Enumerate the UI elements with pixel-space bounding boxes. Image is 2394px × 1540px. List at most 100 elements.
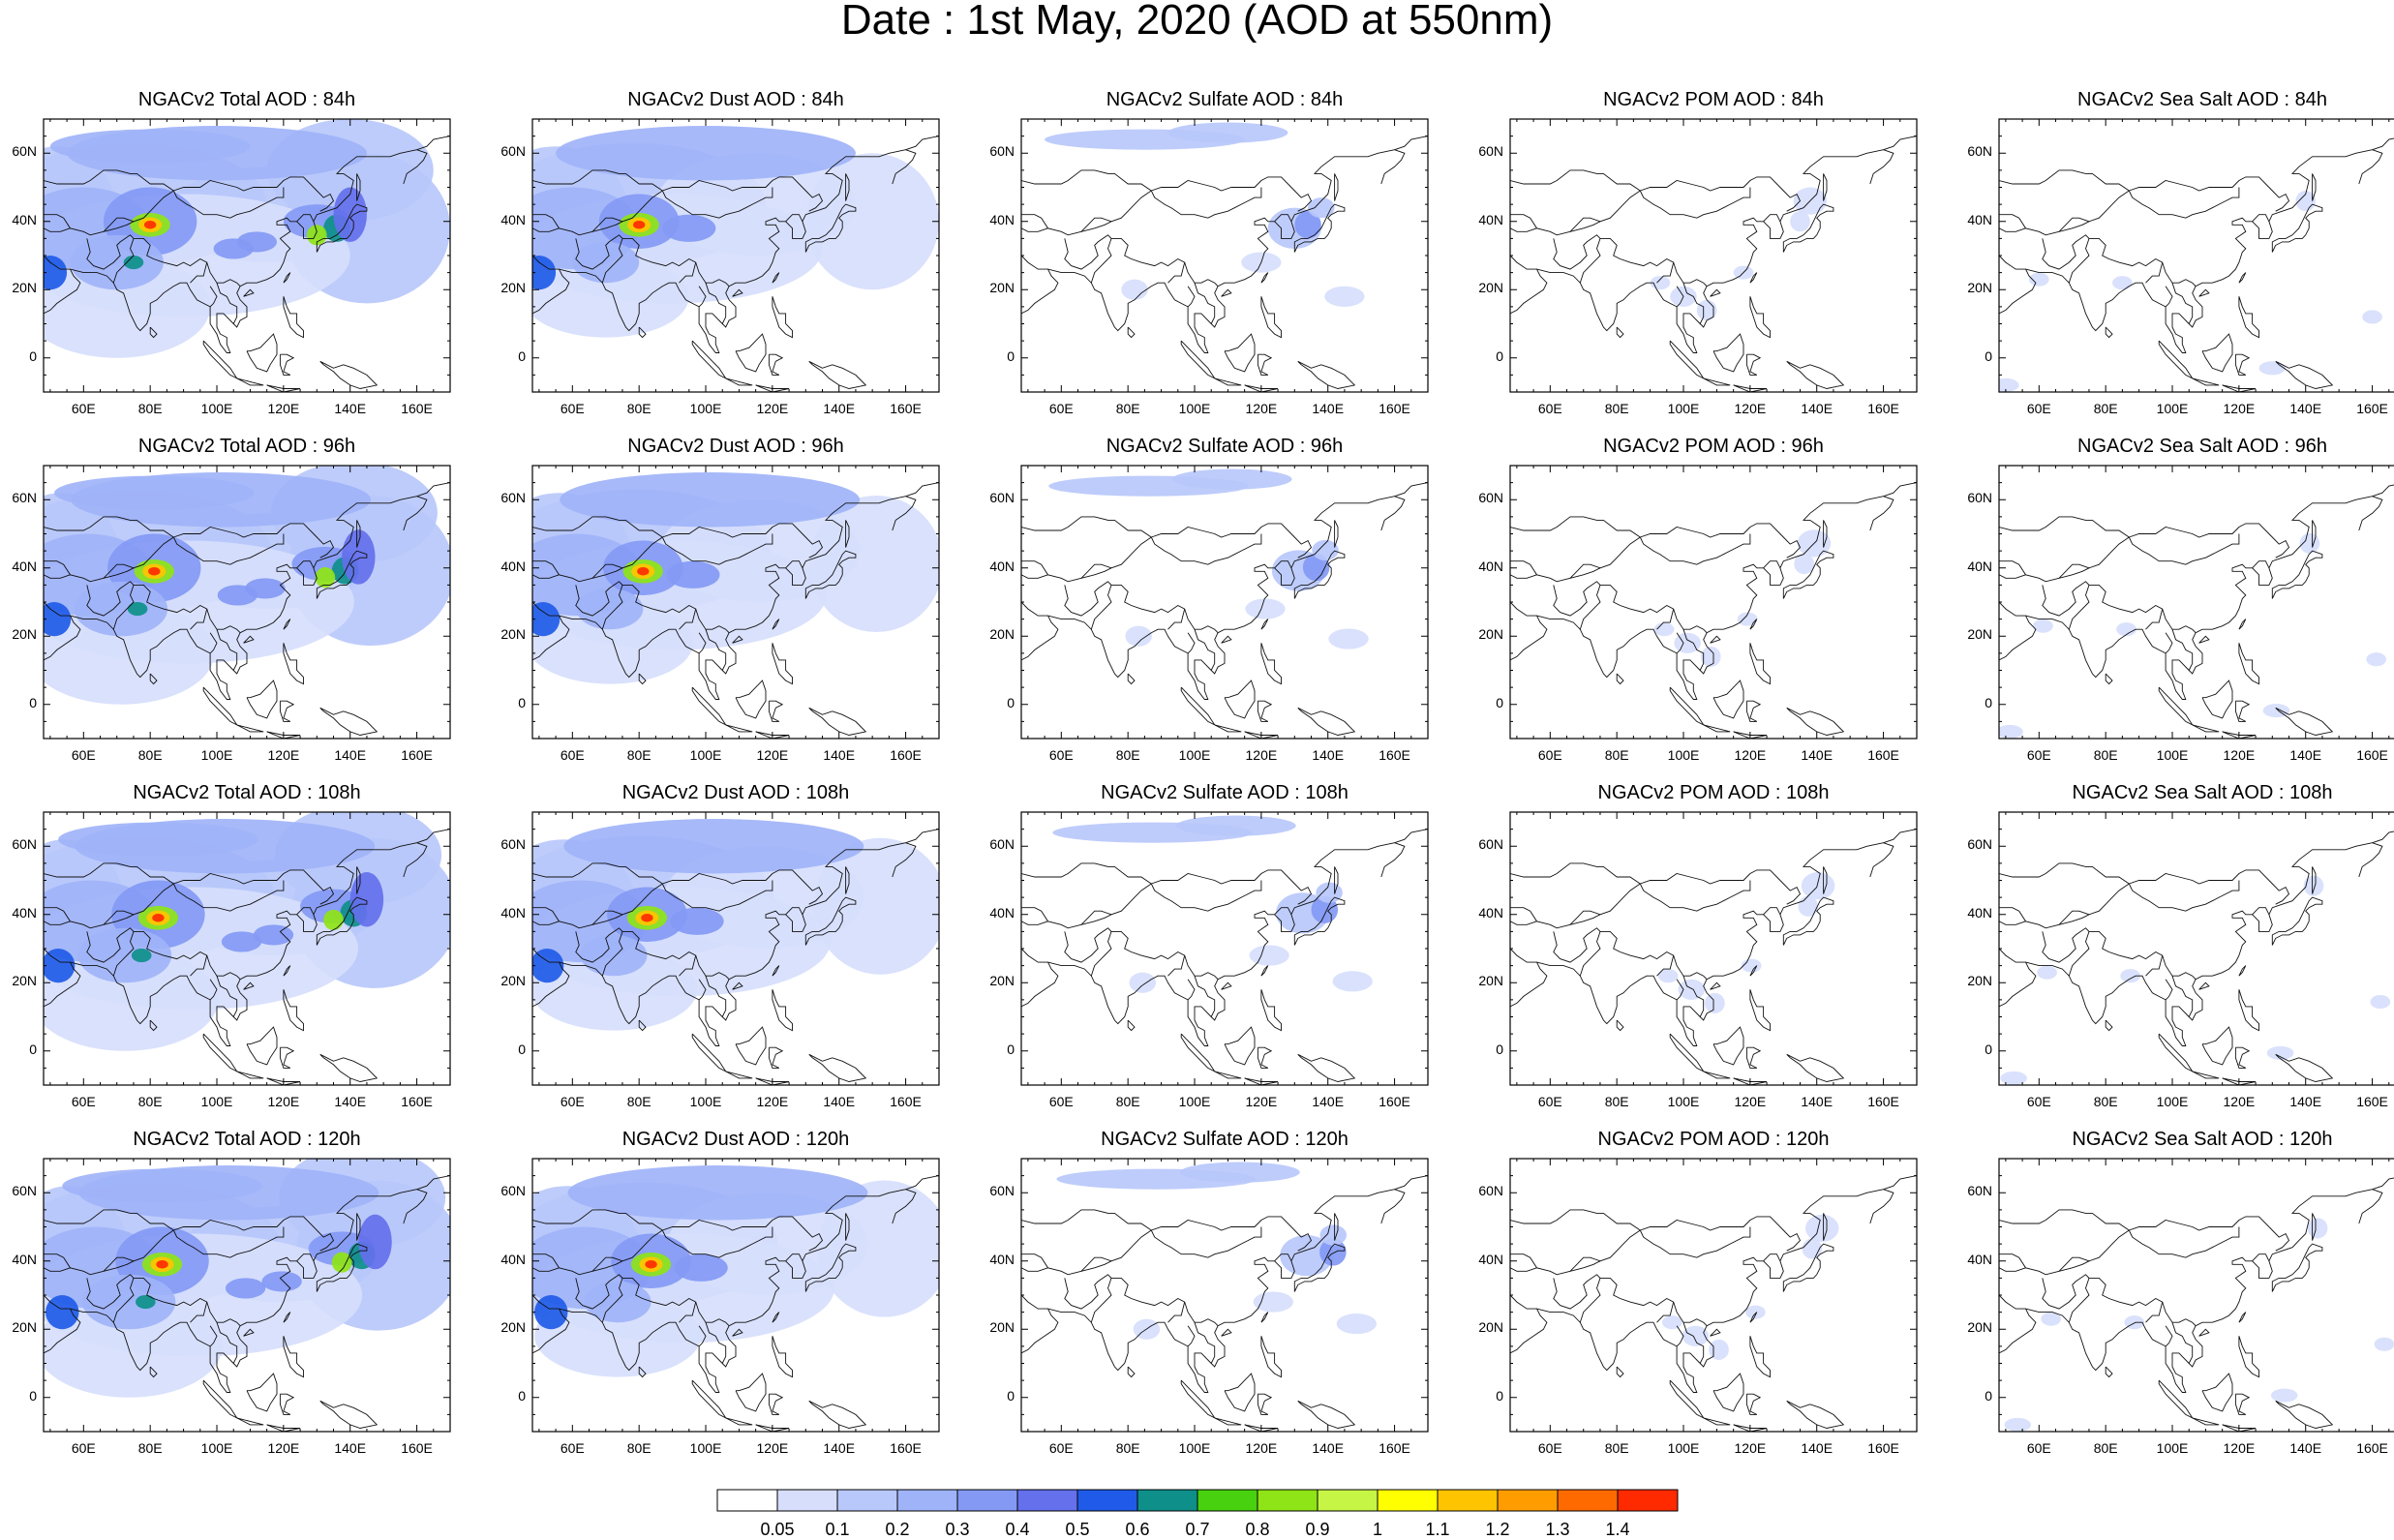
aod-field-cell xyxy=(1653,622,1675,637)
aod-map xyxy=(43,118,451,393)
colorbar-tick-label: 0.05 xyxy=(760,1520,795,1539)
coastline-layer xyxy=(1510,136,1917,392)
map-panel-sulfate-108h: NGACv2 Sulfate AOD : 108h 60N 40N 20N 0 60E 80… xyxy=(978,782,1462,1121)
longitude-tick-label: 160E xyxy=(1379,1440,1410,1456)
latitude-tick-label: 60N xyxy=(12,143,37,160)
colorbar-swatch xyxy=(896,1489,958,1512)
map-panel-sulfate-96h: NGACv2 Sulfate AOD : 96h 60N 40N 20N 0 60E 80E… xyxy=(978,436,1462,774)
longitude-tick-label: 80E xyxy=(1115,1440,1140,1456)
colorbar-swatch xyxy=(836,1489,898,1512)
panel-title: NGACv2 Total AOD : 84h xyxy=(137,89,356,110)
longitude-tick-label: 60E xyxy=(1048,1094,1074,1109)
latitude-tick-label: 60N xyxy=(989,143,1015,160)
latitude-tick-label: 20N xyxy=(1967,626,1992,643)
longitude-tick-label: 80E xyxy=(2093,747,2118,763)
latitude-tick-label: 20N xyxy=(1478,1319,1503,1336)
aod-field-cell xyxy=(81,1274,176,1330)
coastline-layer xyxy=(1021,482,1428,739)
longitude-tick-label: 100E xyxy=(1178,1094,1211,1109)
latitude-tick-label: 40N xyxy=(989,904,1015,921)
panel-title: NGACv2 POM AOD : 120h xyxy=(1597,1129,1830,1150)
longitude-tick-label: 120E xyxy=(1245,747,1278,763)
aod-field-cell xyxy=(2266,1045,2294,1060)
coastline-layer xyxy=(1999,137,2394,392)
aod-field-cell xyxy=(637,567,650,576)
latitude-tick-label: 0 xyxy=(1985,1041,1992,1057)
longitude-tick-label: 160E xyxy=(401,1440,433,1456)
latitude-tick-label: 20N xyxy=(12,973,37,989)
aod-field-cell xyxy=(1121,279,1148,300)
map-panel-sulfate-120h: NGACv2 Sulfate AOD : 120h 60N 40N 20N 0 60E 80… xyxy=(978,1129,1462,1467)
longitude-tick-label: 80E xyxy=(626,1440,652,1456)
aod-field-cell xyxy=(2270,1388,2298,1403)
aod-field-cell xyxy=(532,602,693,684)
colorbar-tick-label: 0.1 xyxy=(825,1520,850,1539)
longitude-tick-label: 120E xyxy=(1734,401,1767,416)
latitude-tick-label: 40N xyxy=(1967,211,1992,227)
longitude-tick-label: 100E xyxy=(689,401,722,416)
latitude-tick-label: 40N xyxy=(500,904,526,921)
aod-map xyxy=(1509,1158,1918,1433)
aod-field-cell xyxy=(2041,1312,2062,1326)
aod-map xyxy=(1020,811,1429,1086)
longitude-tick-label: 60E xyxy=(1048,401,1074,416)
aod-field-cell xyxy=(576,588,644,630)
longitude-tick-label: 100E xyxy=(2156,401,2189,416)
longitude-tick-label: 60E xyxy=(1537,401,1562,416)
aod-field-cell xyxy=(1324,286,1365,307)
colorbar-swatch xyxy=(776,1489,838,1512)
longitude-tick-label: 100E xyxy=(689,1094,722,1109)
latitude-tick-label: 60N xyxy=(1478,490,1503,506)
colorbar-swatch xyxy=(1317,1489,1379,1512)
aod-field-cell xyxy=(2362,310,2382,324)
aod-field-cell xyxy=(143,221,157,229)
aod-field-cell xyxy=(2028,272,2049,287)
longitude-tick-label: 60E xyxy=(2026,1440,2051,1456)
aod-field-cell xyxy=(1661,1315,1682,1330)
map-panel-dust-108h: NGACv2 Dust AOD : 108h 60N 40N 20N 0 60E 80E 10… xyxy=(489,782,973,1121)
colorbar xyxy=(716,1489,1679,1512)
longitude-tick-label: 60E xyxy=(560,1440,585,1456)
aod-field-cell xyxy=(127,602,148,617)
aod-field-cell xyxy=(44,602,72,637)
aod-map xyxy=(531,118,940,393)
aod-field-cell xyxy=(152,914,165,922)
colorbar-tick-label: 0.3 xyxy=(945,1520,970,1539)
aod-field-cell xyxy=(331,1252,352,1273)
longitude-tick-label: 80E xyxy=(1115,747,1140,763)
latitude-tick-label: 20N xyxy=(1478,626,1503,643)
aod-field-cell xyxy=(306,225,327,246)
longitude-tick-label: 60E xyxy=(2026,1094,2051,1109)
aod-map xyxy=(43,1158,451,1433)
longitude-tick-label: 80E xyxy=(1115,401,1140,416)
longitude-tick-label: 160E xyxy=(1867,1094,1899,1109)
longitude-tick-label: 100E xyxy=(1667,1440,1700,1456)
aod-shading xyxy=(1653,529,1832,667)
longitude-tick-label: 100E xyxy=(2156,747,2189,763)
latitude-tick-label: 0 xyxy=(1007,1387,1015,1404)
colorbar-tick-label: 0.7 xyxy=(1185,1520,1210,1539)
aod-field-cell xyxy=(2299,532,2320,554)
latitude-tick-label: 60N xyxy=(12,490,37,506)
colorbar-swatch xyxy=(1136,1489,1198,1512)
panel-title: NGACv2 Sulfate AOD : 108h xyxy=(1101,782,1349,803)
aod-field-cell xyxy=(1249,945,1289,966)
latitude-tick-label: 0 xyxy=(1496,1041,1503,1057)
longitude-tick-label: 120E xyxy=(1734,1094,1767,1109)
coastline-layer xyxy=(44,136,450,392)
latitude-tick-label: 20N xyxy=(500,280,526,296)
latitude-tick-label: 0 xyxy=(518,1041,526,1057)
longitude-tick-label: 120E xyxy=(1245,1440,1278,1456)
latitude-tick-label: 0 xyxy=(518,347,526,364)
latitude-tick-label: 60N xyxy=(500,490,526,506)
aod-field-cell xyxy=(1175,815,1296,836)
longitude-tick-label: 140E xyxy=(2289,401,2322,416)
panel-title: NGACv2 Sulfate AOD : 120h xyxy=(1101,1129,1349,1150)
colorbar-tick-label: 0.2 xyxy=(885,1520,910,1539)
aod-field-cell xyxy=(136,1295,156,1310)
aod-field-cell xyxy=(532,256,689,338)
aod-field-cell xyxy=(2112,276,2133,290)
aod-field-cell xyxy=(253,924,294,946)
longitude-tick-label: 140E xyxy=(823,747,856,763)
aod-field-cell xyxy=(1705,992,1725,1013)
